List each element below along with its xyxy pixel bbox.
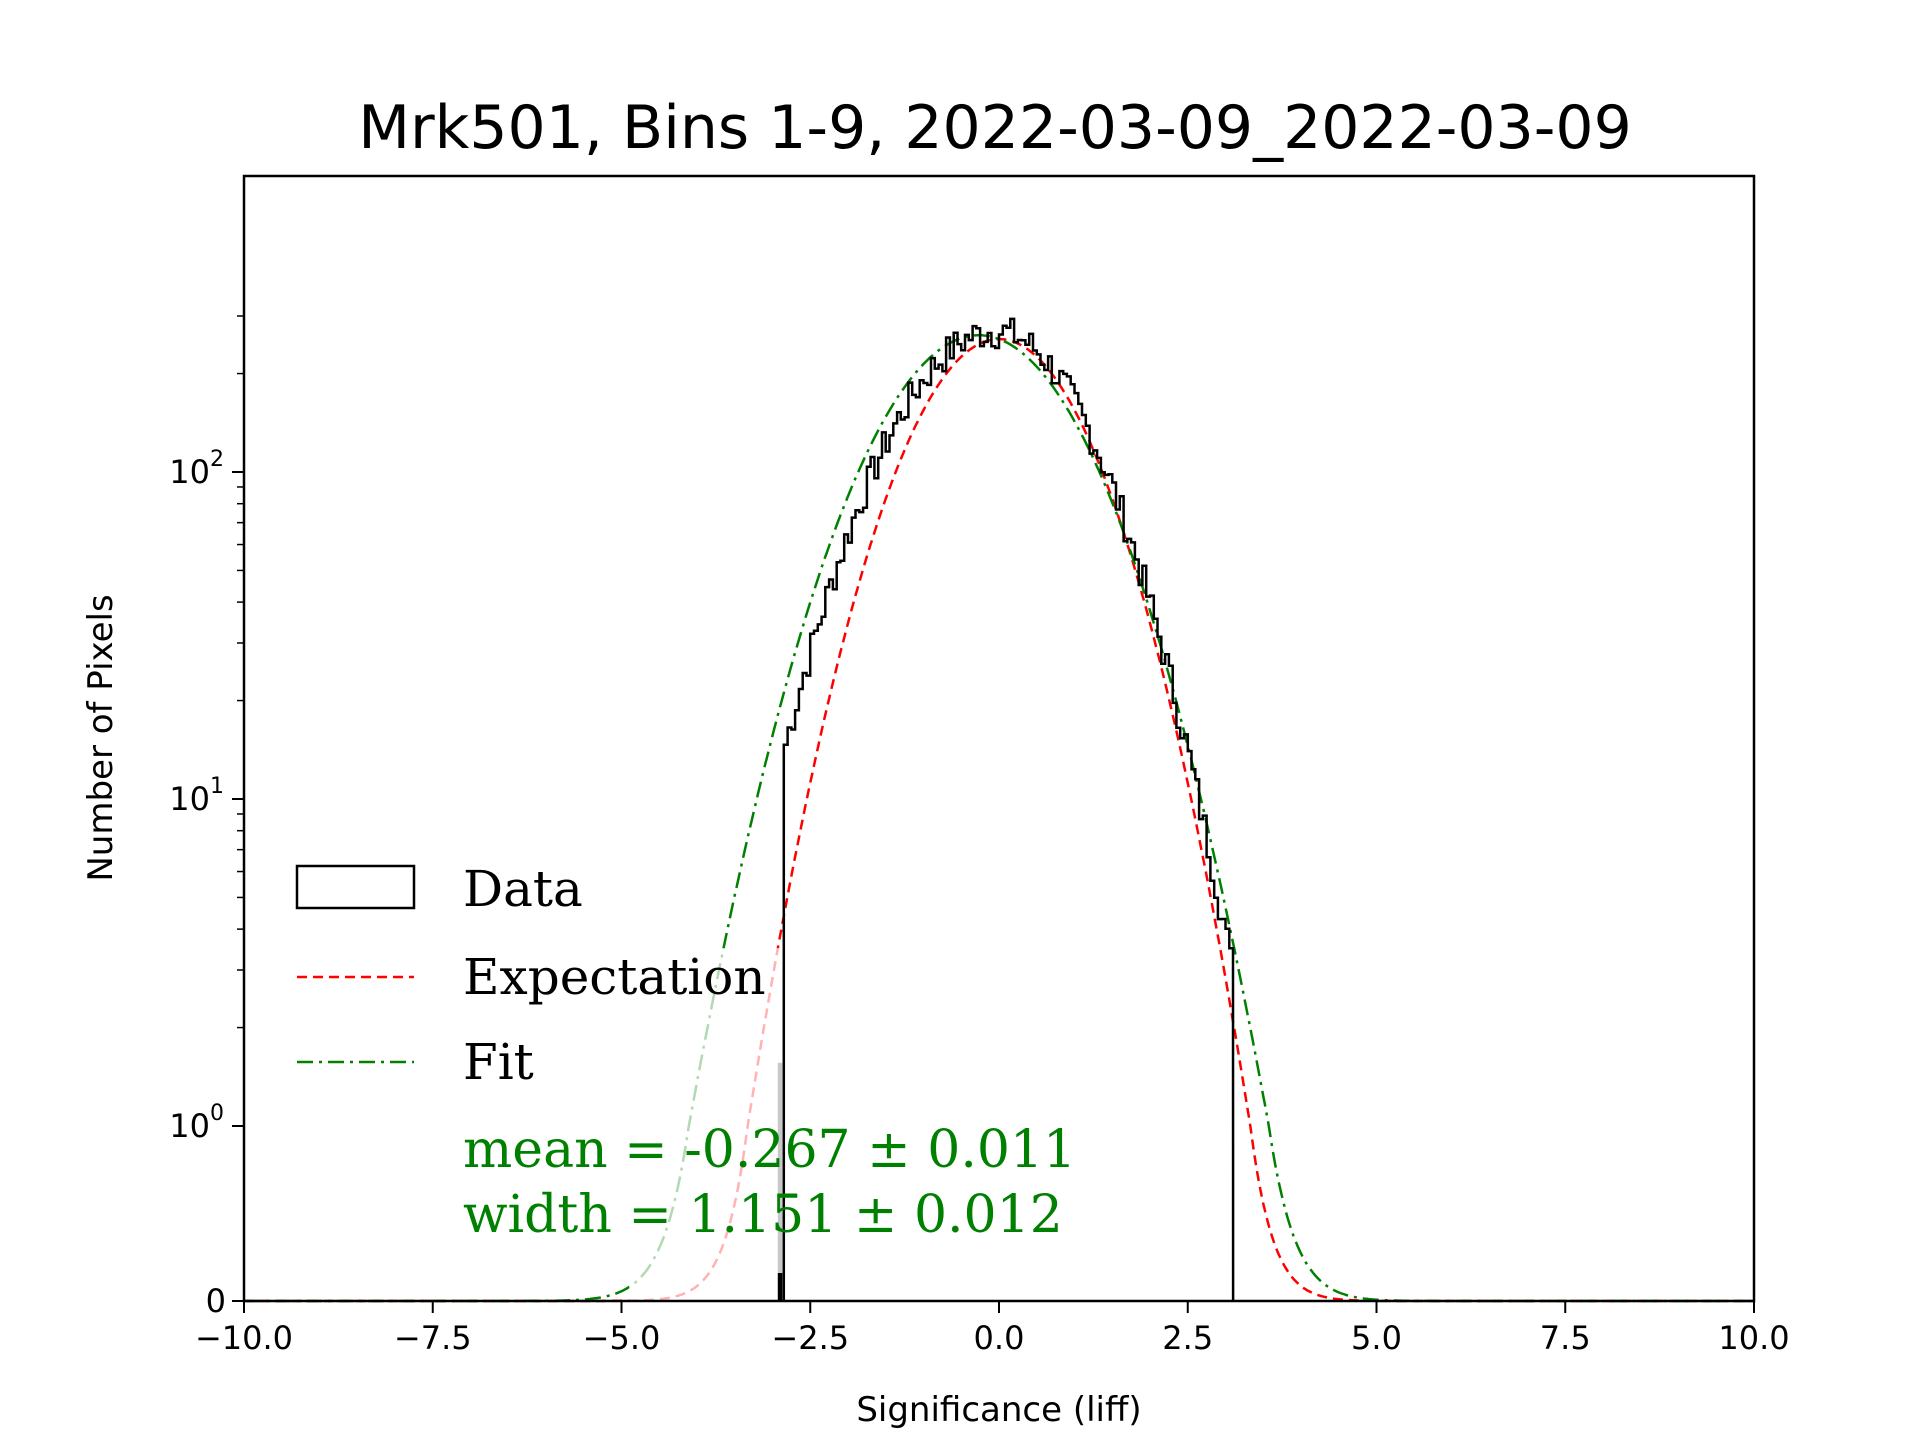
x-axis-label: Significance (liff) — [856, 1390, 1141, 1430]
y-tick-label: 0 — [206, 1282, 226, 1320]
data-isolated-bin — [777, 1062, 783, 1301]
data-histogram-layer — [777, 317, 1235, 1302]
y-tick-exponent: 2 — [210, 447, 224, 472]
x-tick-label: 5.0 — [1351, 1319, 1402, 1357]
series-data-histogram — [782, 317, 1235, 1302]
tail-overlay — [629, 948, 784, 1301]
x-tick-label: −2.5 — [771, 1319, 849, 1357]
y-tick-label: 10 — [169, 1107, 210, 1145]
legend-fit-label: Fit — [463, 1033, 534, 1091]
x-tick-label: 0.0 — [974, 1319, 1025, 1357]
x-tick-label: 2.5 — [1162, 1319, 1213, 1357]
chart-title: Mrk501, Bins 1-9, 2022-03-09_2022-03-09 — [358, 93, 1632, 163]
legend-expectation-label: Expectation — [463, 948, 766, 1006]
legend: Data Expectation Fit — [295, 860, 766, 1091]
y-axis-label: Number of Pixels — [81, 594, 121, 881]
y-tick-label: 10 — [169, 780, 210, 818]
x-tick-label: 7.5 — [1540, 1319, 1591, 1357]
y-tick-label: 10 — [169, 453, 210, 491]
x-axis: −10.0 −7.5 −5.0 −2.5 0.0 2.5 5.0 7.5 10.0 — [195, 1301, 1790, 1357]
fit-width-annotation: width = 1.151 ± 0.012 — [463, 1185, 1063, 1245]
x-tick-label: −7.5 — [394, 1319, 472, 1357]
x-tick-label: 10.0 — [1718, 1319, 1789, 1357]
x-tick-label: −10.0 — [195, 1319, 293, 1357]
legend-data-label: Data — [463, 860, 583, 918]
fit-mean-annotation: mean = -0.267 ± 0.011 — [463, 1120, 1076, 1180]
x-tick-label: −5.0 — [583, 1319, 661, 1357]
legend-data-swatch — [295, 864, 416, 910]
y-tick-exponent: 1 — [210, 774, 224, 799]
data-isolated-bin-base — [777, 1273, 783, 1301]
y-tick-exponent: 0 — [210, 1101, 224, 1126]
